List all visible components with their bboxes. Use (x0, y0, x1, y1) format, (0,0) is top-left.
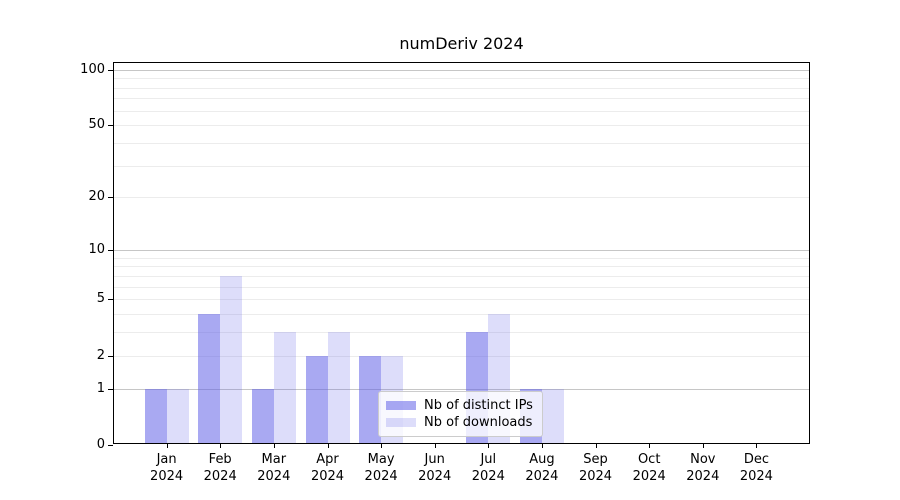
gridline-major-100 (114, 69, 809, 71)
bar-downloads-mar (273, 332, 296, 443)
y-tick-label-2: 2 (96, 347, 105, 363)
chart-title: numDeriv 2024 (399, 34, 524, 53)
gridline-minor-60 (114, 110, 809, 112)
bar-downloads-aug (541, 389, 564, 443)
bar-distinct-ips-apr (305, 356, 328, 443)
legend-label-downloads: Nb of downloads (424, 415, 533, 430)
y-tick-2 (108, 355, 113, 357)
gridline-major-10 (114, 249, 809, 251)
x-tick-jul (488, 444, 490, 448)
x-tick-aug (541, 444, 543, 448)
bar-distinct-ips-feb (198, 314, 221, 443)
gridline-minor-40 (114, 142, 809, 144)
bar-distinct-ips-may (359, 356, 382, 443)
x-tick-label-aug: Aug 2024 (525, 452, 559, 484)
y-tick-0 (108, 445, 113, 446)
y-tick-5 (108, 299, 113, 301)
y-tick-20 (108, 197, 113, 199)
x-tick-jan (166, 444, 168, 448)
y-tick-1 (108, 388, 113, 390)
y-tick-label-10: 10 (88, 241, 105, 257)
x-tick-feb (220, 444, 222, 448)
gridline-minor-9 (114, 257, 809, 259)
gridline-minor-20 (114, 197, 809, 199)
gridline-minor-4 (114, 314, 809, 316)
x-tick-sep (595, 444, 597, 448)
bar-downloads-apr (327, 332, 350, 443)
gridline-minor-90 (114, 78, 809, 80)
x-tick-label-jan: Jan 2024 (150, 452, 184, 484)
y-tick-100 (108, 69, 113, 71)
plot-area (113, 62, 810, 444)
x-tick-dec (756, 444, 758, 448)
gridline-major-1 (114, 388, 809, 390)
x-tick-label-dec: Dec 2024 (739, 452, 773, 484)
x-tick-label-sep: Sep 2024 (578, 452, 613, 484)
legend: Nb of distinct IPs Nb of downloads (378, 391, 543, 437)
bar-distinct-ips-mar (251, 389, 274, 443)
bar-distinct-ips-jan (144, 389, 167, 443)
legend-swatch-downloads (386, 418, 416, 427)
x-tick-label-jun: Jun 2024 (418, 452, 452, 484)
gridline-minor-30 (114, 165, 809, 167)
bar-downloads-feb (220, 276, 243, 443)
legend-entry-distinct-ips: Nb of distinct IPs (386, 397, 533, 414)
legend-label-distinct-ips: Nb of distinct IPs (424, 398, 533, 413)
gridline-minor-70 (114, 98, 809, 100)
y-tick-10 (108, 249, 113, 251)
y-tick-label-5: 5 (96, 291, 105, 307)
x-tick-jun (434, 444, 436, 448)
gridline-minor-80 (114, 87, 809, 89)
gridline-minor-7 (114, 275, 809, 277)
x-tick-label-may: May 2024 (364, 452, 398, 484)
x-tick-apr (327, 444, 329, 448)
x-tick-label-jul: Jul 2024 (471, 452, 505, 484)
y-tick-label-100: 100 (80, 61, 105, 77)
x-tick-mar (273, 444, 275, 448)
gridline-minor-2 (114, 355, 809, 357)
gridline-minor-8 (114, 266, 809, 268)
gridline-minor-6 (114, 286, 809, 288)
gridline-minor-3 (114, 332, 809, 334)
x-tick-label-mar: Mar 2024 (257, 452, 291, 484)
legend-swatch-distinct-ips (386, 401, 416, 410)
x-tick-label-oct: Oct 2024 (632, 452, 666, 484)
y-tick-50 (108, 125, 113, 127)
y-tick-label-1: 1 (96, 380, 105, 396)
gridline-minor-5 (114, 299, 809, 301)
legend-entry-downloads: Nb of downloads (386, 414, 533, 431)
x-tick-may (381, 444, 383, 448)
bar-downloads-jan (166, 389, 189, 443)
gridline-minor-50 (114, 125, 809, 127)
x-tick-label-apr: Apr 2024 (310, 452, 345, 484)
x-tick-oct (649, 444, 651, 448)
x-tick-label-feb: Feb 2024 (203, 452, 237, 484)
x-tick-label-nov: Nov 2024 (686, 452, 720, 484)
y-tick-label-20: 20 (88, 189, 105, 205)
x-tick-nov (702, 444, 704, 448)
y-tick-label-50: 50 (88, 117, 105, 133)
y-tick-label-0: 0 (96, 437, 105, 452)
